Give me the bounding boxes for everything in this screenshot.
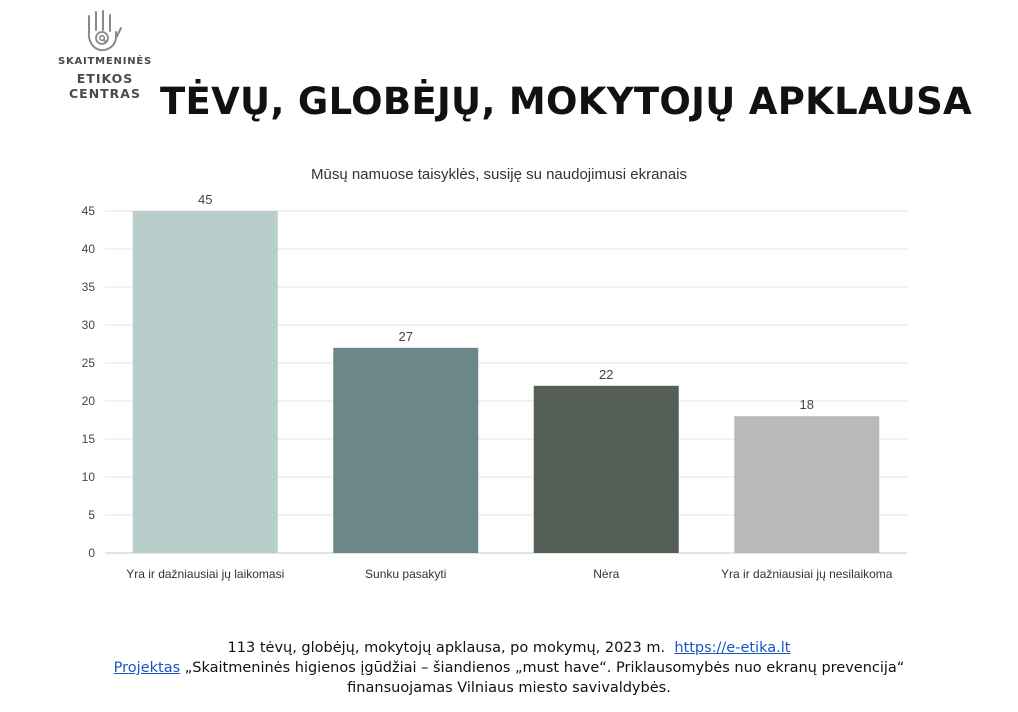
footer-line-2: Projektas „Skaitmeninės higienos įgūdžia… [0, 658, 1018, 678]
hand-at-icon [87, 10, 122, 52]
logo-line1: SKAITMENINĖS [57, 56, 153, 67]
y-tick-label: 35 [82, 280, 96, 294]
bar [533, 385, 679, 553]
y-tick-label: 15 [82, 432, 96, 446]
bar-chart: Mūsų namuose taisyklės, susiję su naudoj… [82, 166, 907, 581]
y-tick-label: 20 [82, 394, 96, 408]
x-tick-label: Sunku pasakyti [365, 567, 446, 581]
project-description: „Skaitmeninės higienos įgūdžiai – šiandi… [184, 660, 905, 676]
data-label: 45 [198, 192, 212, 207]
footer: 113 tėvų, globėjų, mokytojų apklausa, po… [0, 638, 1018, 698]
survey-note: 113 tėvų, globėjų, mokytojų apklausa, po… [227, 640, 666, 656]
bar [132, 211, 278, 553]
y-tick-label: 25 [82, 356, 96, 370]
footer-line-1: 113 tėvų, globėjų, mokytojų apklausa, po… [0, 638, 1018, 658]
y-tick-label: 40 [82, 242, 96, 256]
data-label: 22 [599, 367, 613, 382]
x-tick-label: Nėra [593, 567, 619, 581]
x-tick-label: Yra ir dažniausiai jų laikomasi [126, 567, 284, 581]
logo-line2: ETIKOS CENTRAS [68, 71, 141, 101]
project-link[interactable]: Projektas [113, 660, 181, 676]
chart-title: Mūsų namuose taisyklės, susiję su naudoj… [311, 166, 687, 183]
bar [734, 416, 880, 553]
funding-note: finansuojamas Vilniaus miesto savivaldyb… [347, 680, 671, 696]
data-label: 18 [800, 397, 814, 412]
x-tick-label: Yra ir dažniausiai jų nesilaikoma [721, 567, 893, 581]
y-tick-label: 5 [88, 508, 95, 522]
data-label: 27 [399, 329, 413, 344]
logo: SKAITMENINĖS ETIKOS CENTRAS [50, 10, 160, 101]
bar [333, 347, 479, 553]
y-tick-label: 45 [82, 204, 96, 218]
page-title: TĖVŲ, GLOBĖJŲ, MOKYTOJŲ APKLAUSA [160, 80, 972, 123]
y-tick-label: 10 [82, 470, 96, 484]
y-tick-label: 0 [88, 546, 95, 560]
footer-line-3: finansuojamas Vilniaus miesto savivaldyb… [0, 678, 1018, 698]
website-link[interactable]: https://e-etika.lt [674, 640, 791, 656]
y-tick-label: 30 [82, 318, 96, 332]
